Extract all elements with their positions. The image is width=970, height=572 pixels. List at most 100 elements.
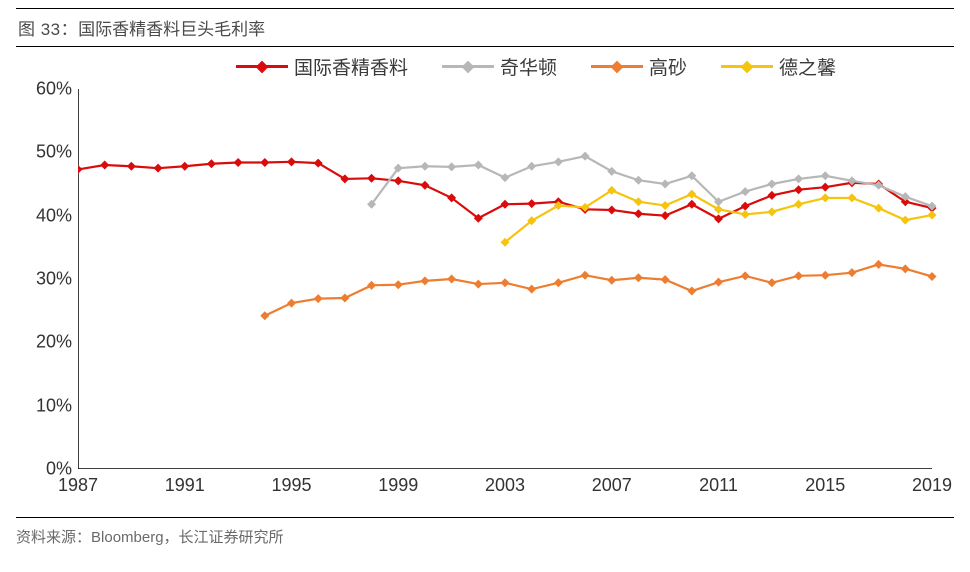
legend-item-takasago: 高砂 [591,53,687,80]
series-marker-iff [687,200,696,209]
series-marker-symrise [847,193,856,202]
figure-title-bar: 图 33：国际香精香料巨头毛利率 [16,8,954,47]
series-marker-iff [501,200,510,209]
x-tick-label: 2015 [805,475,845,496]
source-label: 资料来源： [16,529,91,546]
y-tick-label: 10% [16,395,72,416]
series-marker-takasago [287,299,296,308]
series-marker-iff [367,174,376,183]
series-marker-iff [260,158,269,167]
series-line-iff [78,162,932,219]
legend-item-symrise: 德之馨 [721,53,836,80]
series-marker-givaudan [794,174,803,183]
plot-svg [78,89,938,469]
series-marker-takasago [661,275,670,284]
series-marker-symrise [767,207,776,216]
series-marker-givaudan [420,162,429,171]
x-tick-label: 2007 [592,475,632,496]
series-marker-symrise [874,204,883,213]
series-marker-iff [714,214,723,223]
series-marker-symrise [821,193,830,202]
series-marker-symrise [714,205,723,214]
series-marker-givaudan [474,161,483,170]
series-marker-iff [314,159,323,168]
legend-label: 高砂 [649,53,687,80]
legend-swatch-iff [236,65,288,68]
series-marker-iff [794,185,803,194]
series-marker-givaudan [874,181,883,190]
series-marker-takasago [767,278,776,287]
series-marker-givaudan [607,167,616,176]
legend-label: 德之馨 [779,53,836,80]
series-marker-takasago [901,264,910,273]
x-tick-label: 1991 [165,475,205,496]
legend-label: 国际香精香料 [294,53,408,80]
series-line-takasago [265,264,932,315]
series-marker-symrise [661,201,670,210]
series-marker-iff [821,183,830,192]
series-marker-symrise [928,211,937,220]
series-marker-iff [767,191,776,200]
series-marker-givaudan [447,162,456,171]
series-marker-givaudan [554,157,563,166]
series-marker-iff [340,174,349,183]
series-marker-symrise [634,197,643,206]
series-marker-iff [100,161,109,170]
series-marker-takasago [794,271,803,280]
y-tick-label: 60% [16,79,72,100]
series-marker-takasago [821,271,830,280]
series-marker-takasago [260,311,269,320]
figure-number: 图 33： [18,20,78,39]
series-marker-iff [287,157,296,166]
series-marker-iff [420,181,429,190]
series-marker-iff [207,159,216,168]
series-marker-takasago [367,281,376,290]
series-marker-takasago [714,278,723,287]
series-marker-givaudan [581,152,590,161]
series-marker-givaudan [661,180,670,189]
legend: 国际香精香料 奇华顿 高砂 德之馨 [236,53,836,80]
series-marker-takasago [501,278,510,287]
series-marker-takasago [874,260,883,269]
series-marker-symrise [687,190,696,199]
series-marker-givaudan [501,173,510,182]
series-marker-iff [154,164,163,173]
series-marker-takasago [527,285,536,294]
series-marker-takasago [928,272,937,281]
series-marker-iff [607,205,616,214]
series-marker-symrise [794,200,803,209]
legend-item-givaudan: 奇华顿 [442,53,557,80]
series-marker-takasago [741,271,750,280]
series-marker-givaudan [527,162,536,171]
series-marker-iff [527,199,536,208]
series-marker-takasago [634,273,643,282]
legend-swatch-symrise [721,65,773,68]
series-marker-iff [180,162,189,171]
series-marker-iff [394,176,403,185]
series-marker-takasago [420,276,429,285]
y-tick-label: 20% [16,332,72,353]
series-marker-takasago [474,280,483,289]
x-tick-label: 2003 [485,475,525,496]
series-marker-givaudan [634,176,643,185]
series-marker-takasago [314,294,323,303]
legend-swatch-givaudan [442,65,494,68]
series-marker-iff [634,209,643,218]
series-marker-iff [127,162,136,171]
y-tick-label: 40% [16,205,72,226]
y-tick-label: 30% [16,269,72,290]
series-marker-takasago [447,275,456,284]
series-marker-iff [661,211,670,220]
series-marker-iff [741,202,750,211]
legend-swatch-takasago [591,65,643,68]
series-marker-givaudan [741,187,750,196]
series-marker-symrise [741,210,750,219]
legend-label: 奇华顿 [500,53,557,80]
series-marker-takasago [607,276,616,285]
source-text: Bloomberg，长江证券研究所 [91,529,284,546]
series-marker-givaudan [767,180,776,189]
figure-container: 图 33：国际香精香料巨头毛利率 国际香精香料奇华顿高砂德之馨 0%10%20%… [0,0,970,572]
figure-title: 国际香精香料巨头毛利率 [78,20,265,39]
x-tick-label: 2019 [912,475,952,496]
series-marker-takasago [847,268,856,277]
